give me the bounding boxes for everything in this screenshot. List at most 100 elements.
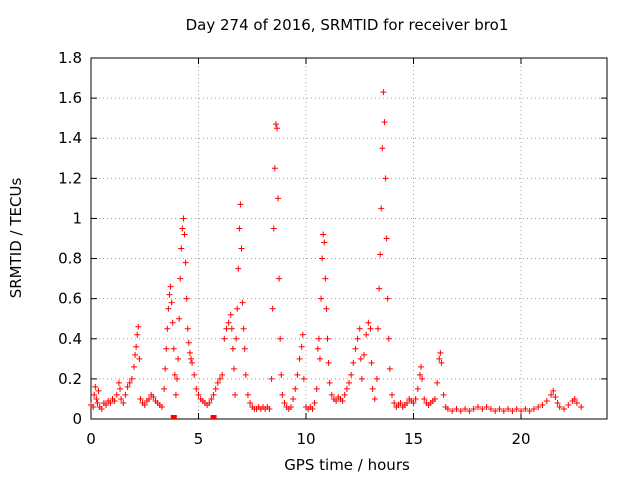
plot-frame [90, 57, 608, 420]
data-point [235, 265, 242, 272]
data-point [165, 305, 172, 312]
data-point [191, 371, 198, 378]
data-point [368, 359, 375, 366]
data-point [242, 371, 249, 378]
data-point [437, 349, 444, 356]
data-point [239, 299, 246, 306]
data-point [419, 375, 426, 382]
data-point [318, 295, 325, 302]
data-point [95, 387, 102, 394]
data-point [182, 259, 189, 266]
data-point [522, 405, 529, 412]
data-point [361, 351, 368, 358]
x-tick-label: 15 [404, 430, 423, 448]
data-point [166, 291, 173, 298]
data-point [356, 325, 363, 332]
data-point [371, 395, 378, 402]
y-tick-label: 1.4 [58, 129, 82, 147]
data-point-outlier [170, 415, 177, 419]
data-point [421, 395, 428, 402]
data-point [299, 331, 306, 338]
data-point [178, 245, 185, 252]
data-point [346, 379, 352, 386]
data-point [375, 325, 382, 332]
data-point [561, 405, 567, 412]
chart-title: Day 274 of 2016, SRMTID for receiver bro… [186, 16, 509, 34]
data-point [391, 399, 398, 406]
data-point [296, 355, 303, 362]
data-point [444, 405, 451, 412]
data-point [466, 407, 473, 414]
data-point [272, 121, 279, 128]
data-point [180, 215, 187, 222]
data-point [92, 383, 99, 390]
data-point [115, 379, 122, 386]
data-point [221, 335, 228, 342]
x-tick-label: 10 [296, 430, 315, 448]
data-point [376, 285, 383, 292]
data-point [93, 395, 100, 402]
data-point [380, 89, 387, 96]
data-point [358, 375, 365, 382]
data-point [134, 331, 141, 338]
data-point [505, 405, 512, 412]
data-point [276, 275, 283, 282]
data-point [389, 391, 395, 398]
data-point [363, 331, 370, 338]
data-point [179, 225, 186, 232]
data-point [382, 175, 389, 182]
data-point [315, 335, 322, 342]
data-point [350, 359, 357, 366]
data-point [571, 395, 578, 402]
data-point [174, 375, 180, 382]
y-tick-label: 1.6 [58, 89, 82, 107]
data-point [161, 385, 168, 392]
data-point-outlier [210, 415, 217, 419]
data-point [210, 391, 217, 398]
data-point [146, 395, 153, 402]
data-point [113, 391, 120, 398]
data-point [126, 379, 133, 386]
data-point [309, 405, 316, 412]
data-point [292, 385, 299, 392]
y-tick-label: 1 [72, 209, 82, 227]
data-point [91, 391, 98, 398]
data-point [378, 205, 385, 212]
data-point [513, 405, 520, 412]
y-tick-label: 0.4 [58, 330, 82, 348]
data-point [333, 397, 340, 404]
data-point [184, 325, 191, 332]
data-point [206, 399, 213, 406]
data-point [500, 407, 507, 414]
data-point [186, 349, 193, 356]
data-point [270, 225, 277, 232]
data-point [208, 395, 215, 402]
data-point [496, 405, 503, 412]
data-point [509, 407, 516, 414]
data-point [573, 399, 580, 406]
data-point [241, 345, 248, 352]
data-point [273, 125, 280, 132]
data-point [122, 391, 129, 398]
data-point [418, 363, 425, 370]
data-point [175, 355, 182, 362]
y-tick-label: 0.6 [58, 290, 82, 308]
data-point [440, 391, 447, 398]
data-point [281, 399, 288, 406]
data-point [354, 335, 361, 342]
data-point [244, 391, 251, 398]
data-point [176, 315, 183, 322]
data-point [462, 405, 469, 412]
data-point [475, 403, 481, 410]
data-point [177, 275, 184, 282]
data-point [189, 359, 196, 366]
data-point [412, 395, 419, 402]
axis-ticks: 0 0.2 0.4 0.6 0.8 1 1.2 1.4 1.6 1.8 0 5 10 15 20 [58, 49, 607, 448]
data-point [326, 379, 333, 386]
data-point [133, 343, 140, 350]
data-point [234, 305, 241, 312]
data-point [268, 375, 275, 382]
data-point [107, 399, 114, 406]
data-point [300, 375, 307, 382]
data-point [271, 165, 278, 172]
